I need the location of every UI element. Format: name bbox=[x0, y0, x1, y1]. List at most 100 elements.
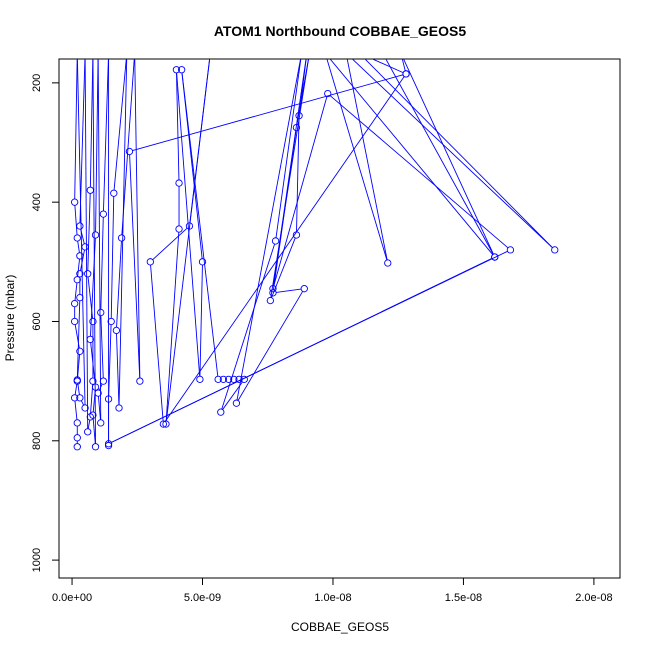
data-point bbox=[136, 377, 144, 385]
data-point bbox=[159, 420, 168, 428]
data-point bbox=[198, 258, 207, 266]
data-point bbox=[112, 326, 121, 335]
data-point bbox=[300, 285, 308, 293]
data-point bbox=[76, 222, 84, 230]
series-line-segment bbox=[271, 237, 296, 298]
series-line-segment bbox=[199, 265, 203, 377]
chart-title: ATOM1 Northbound COBBAE_GEOS5 bbox=[214, 23, 466, 39]
y-tick-label: 800 bbox=[31, 432, 43, 450]
data-point bbox=[86, 186, 94, 194]
data-point bbox=[162, 420, 170, 428]
series-line-segment bbox=[329, 95, 509, 249]
data-point bbox=[76, 270, 84, 278]
series-line-segment bbox=[165, 232, 180, 421]
data-point bbox=[99, 210, 108, 218]
series-line-segment bbox=[385, 59, 494, 255]
y-tick-label: 600 bbox=[31, 312, 43, 330]
data-point bbox=[71, 394, 79, 402]
data-point bbox=[491, 253, 499, 261]
data-point bbox=[230, 375, 238, 383]
plot-frame bbox=[58, 58, 621, 579]
data-point bbox=[99, 377, 108, 385]
series-line-segment bbox=[351, 59, 553, 249]
data-point bbox=[97, 419, 105, 427]
data-point bbox=[125, 147, 134, 156]
data-point bbox=[217, 408, 225, 416]
data-point bbox=[551, 246, 559, 254]
data-point bbox=[110, 189, 118, 197]
series-line-segment bbox=[176, 72, 180, 180]
data-point bbox=[97, 308, 105, 317]
series-line-segment bbox=[103, 59, 109, 211]
data-point bbox=[73, 434, 81, 442]
data-point bbox=[235, 375, 243, 383]
series-line-segment bbox=[276, 288, 302, 293]
data-point bbox=[91, 231, 100, 239]
y-axis-label: Pressure (mbar) bbox=[3, 275, 17, 362]
data-point bbox=[81, 243, 89, 251]
y-tick-label: 200 bbox=[31, 74, 43, 92]
series-line-segment bbox=[403, 59, 494, 255]
series-line-segment bbox=[134, 59, 141, 378]
series-line-segment bbox=[116, 333, 120, 405]
data-point bbox=[86, 335, 94, 344]
data-point bbox=[240, 375, 248, 383]
series-line-segment bbox=[164, 76, 405, 422]
data-point bbox=[172, 66, 181, 74]
series-line-segment bbox=[108, 324, 112, 396]
series-line-segment bbox=[89, 59, 94, 188]
series-line-segment bbox=[181, 72, 219, 377]
data-point bbox=[89, 411, 97, 419]
data-point bbox=[81, 404, 89, 412]
data-point bbox=[196, 375, 204, 383]
series-line-segment bbox=[77, 241, 80, 253]
data-point bbox=[146, 258, 154, 266]
data-point bbox=[175, 179, 183, 187]
series-line-segment bbox=[118, 59, 128, 405]
data-point bbox=[73, 276, 81, 284]
series-line-segment bbox=[76, 300, 81, 377]
data-point bbox=[269, 285, 277, 293]
data-point bbox=[506, 246, 515, 254]
series-line-segment bbox=[99, 383, 103, 391]
series-line-segment bbox=[272, 59, 307, 286]
series-line-segment bbox=[97, 396, 101, 420]
data-point bbox=[295, 112, 303, 120]
data-point bbox=[384, 259, 392, 267]
y-tick-label: 1000 bbox=[31, 548, 43, 572]
data-point bbox=[185, 222, 194, 230]
series-line-segment bbox=[92, 418, 96, 444]
y-axis: 200 400 600 800 1000 bbox=[31, 74, 60, 572]
series-line-segment bbox=[236, 59, 302, 401]
series-line-segment bbox=[77, 383, 80, 395]
data-point bbox=[214, 375, 222, 383]
data-point bbox=[175, 225, 183, 233]
data-point bbox=[84, 270, 92, 278]
series-line-segment bbox=[110, 196, 115, 319]
series-line-segment bbox=[132, 74, 404, 152]
data-point bbox=[292, 231, 301, 239]
series-line-segment bbox=[97, 59, 102, 420]
data-point bbox=[115, 404, 123, 412]
series-line-segment bbox=[221, 243, 276, 410]
series-line-segment bbox=[121, 59, 135, 235]
data-point bbox=[84, 428, 92, 436]
series-line-segment bbox=[90, 238, 96, 337]
series-line-segment bbox=[80, 400, 85, 406]
data-point bbox=[71, 198, 79, 206]
data-point bbox=[219, 375, 228, 383]
data-point bbox=[71, 317, 79, 326]
series-line-segment bbox=[90, 342, 96, 384]
y-tick-label: 400 bbox=[31, 193, 43, 211]
data-point bbox=[104, 395, 113, 403]
series-line-segment bbox=[329, 59, 494, 255]
series-line-segment bbox=[100, 217, 104, 310]
series-line-segment bbox=[150, 264, 164, 421]
x-tick-label: 2.0e-08 bbox=[575, 592, 612, 604]
data-point bbox=[89, 377, 97, 385]
data-point bbox=[269, 289, 277, 297]
series-line-segment bbox=[275, 59, 302, 238]
x-axis-label: COBBAE_GEOS5 bbox=[291, 620, 389, 634]
series-line-segment bbox=[90, 384, 94, 414]
data-point bbox=[232, 399, 241, 407]
